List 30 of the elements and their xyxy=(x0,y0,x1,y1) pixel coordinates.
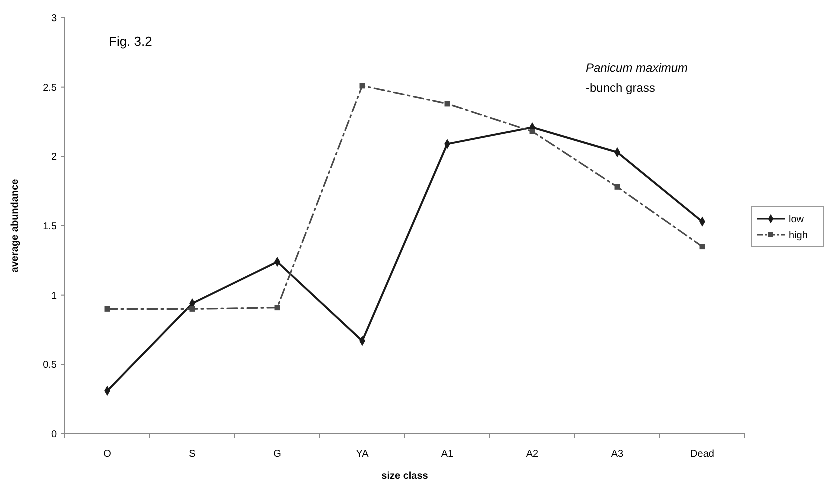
x-tick-label: S xyxy=(189,449,196,460)
point xyxy=(700,244,706,250)
y-tick-label: 0 xyxy=(51,430,58,440)
y-tick-label: 3 xyxy=(51,14,58,24)
legend-label: low xyxy=(789,214,805,226)
y-tick-label: 0.5 xyxy=(43,360,58,372)
annotation: Panicum maximum xyxy=(586,61,688,75)
text: Fig. 3.2 xyxy=(109,34,152,49)
point xyxy=(530,128,536,134)
annotation: -bunch grass xyxy=(586,81,656,95)
x-tick-label: Dead xyxy=(690,449,714,460)
y-tick-label: 1.5 xyxy=(43,222,58,232)
y-tick-label: 2 xyxy=(51,152,58,164)
x-axis-title: size class xyxy=(382,471,429,482)
x-tick-label: A2 xyxy=(526,449,540,460)
x-tick-label: YA xyxy=(356,449,370,460)
y-tick-label: 1 xyxy=(51,290,58,302)
point xyxy=(190,306,196,312)
y-tick-label: 2.5 xyxy=(43,82,58,94)
legend-label: high xyxy=(789,230,808,242)
x-tick-label: A1 xyxy=(441,449,454,460)
x-tick-label: A3 xyxy=(611,449,624,460)
y-axis-title: average abundance xyxy=(10,178,21,273)
point xyxy=(614,184,620,190)
x-tick-label: G xyxy=(274,449,282,460)
x-tick-label: O xyxy=(104,449,112,460)
point xyxy=(104,306,110,312)
point xyxy=(360,83,366,89)
point xyxy=(274,305,280,311)
point xyxy=(444,101,450,107)
